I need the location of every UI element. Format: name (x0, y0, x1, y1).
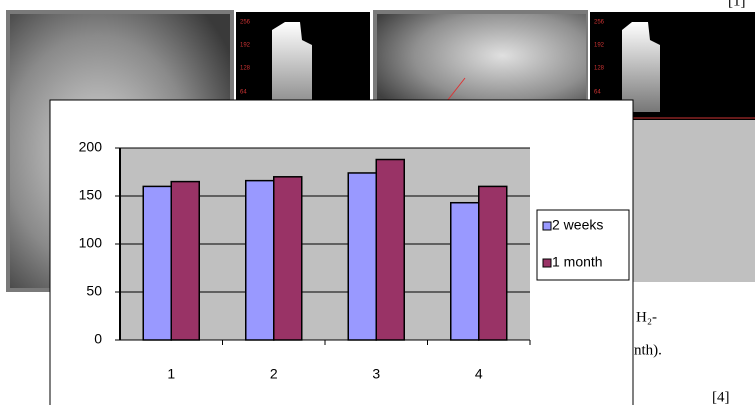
y-tick-label: 0 (94, 331, 102, 347)
y-tick-label: 200 (79, 139, 103, 155)
histogram-label: 256 (594, 20, 605, 26)
bar (451, 203, 479, 340)
caption-text: H₂- (636, 309, 657, 325)
histogram-label: 64 (594, 90, 601, 96)
bar (376, 160, 404, 340)
histogram-label: 256 (240, 20, 251, 26)
bar (274, 177, 302, 340)
y-tick-label: 150 (79, 187, 103, 203)
reference: [4] (712, 389, 730, 405)
y-tick-label: 100 (79, 235, 103, 251)
histogram-label: 192 (240, 43, 251, 49)
legend-swatch (543, 222, 551, 230)
histogram-label: 192 (594, 43, 605, 49)
x-tick-label: 2 (270, 366, 278, 382)
x-tick-label: 3 (372, 366, 380, 382)
bar (143, 186, 171, 340)
legend-swatch (543, 259, 551, 267)
bar (479, 186, 507, 340)
page: {"document": {"top_ref": "[1]", "caption… (0, 0, 755, 405)
bar (171, 182, 199, 340)
x-tick-label: 4 (475, 366, 483, 382)
bar (348, 173, 376, 340)
reference: [1] (728, 0, 746, 9)
bar (246, 181, 274, 340)
page-canvas: 256 192 128 64 256 192 128 64 [1] Fo H₂-… (0, 0, 755, 405)
x-tick-label: 1 (167, 366, 175, 382)
y-tick-label: 50 (86, 283, 102, 299)
legend-label: 2 weeks (552, 217, 603, 233)
histogram-label: 64 (240, 90, 247, 96)
legend-label: 1 month (552, 254, 603, 270)
histogram-label: 128 (240, 66, 251, 72)
histogram-label: 128 (594, 66, 605, 72)
caption-text: nth). (634, 342, 662, 358)
